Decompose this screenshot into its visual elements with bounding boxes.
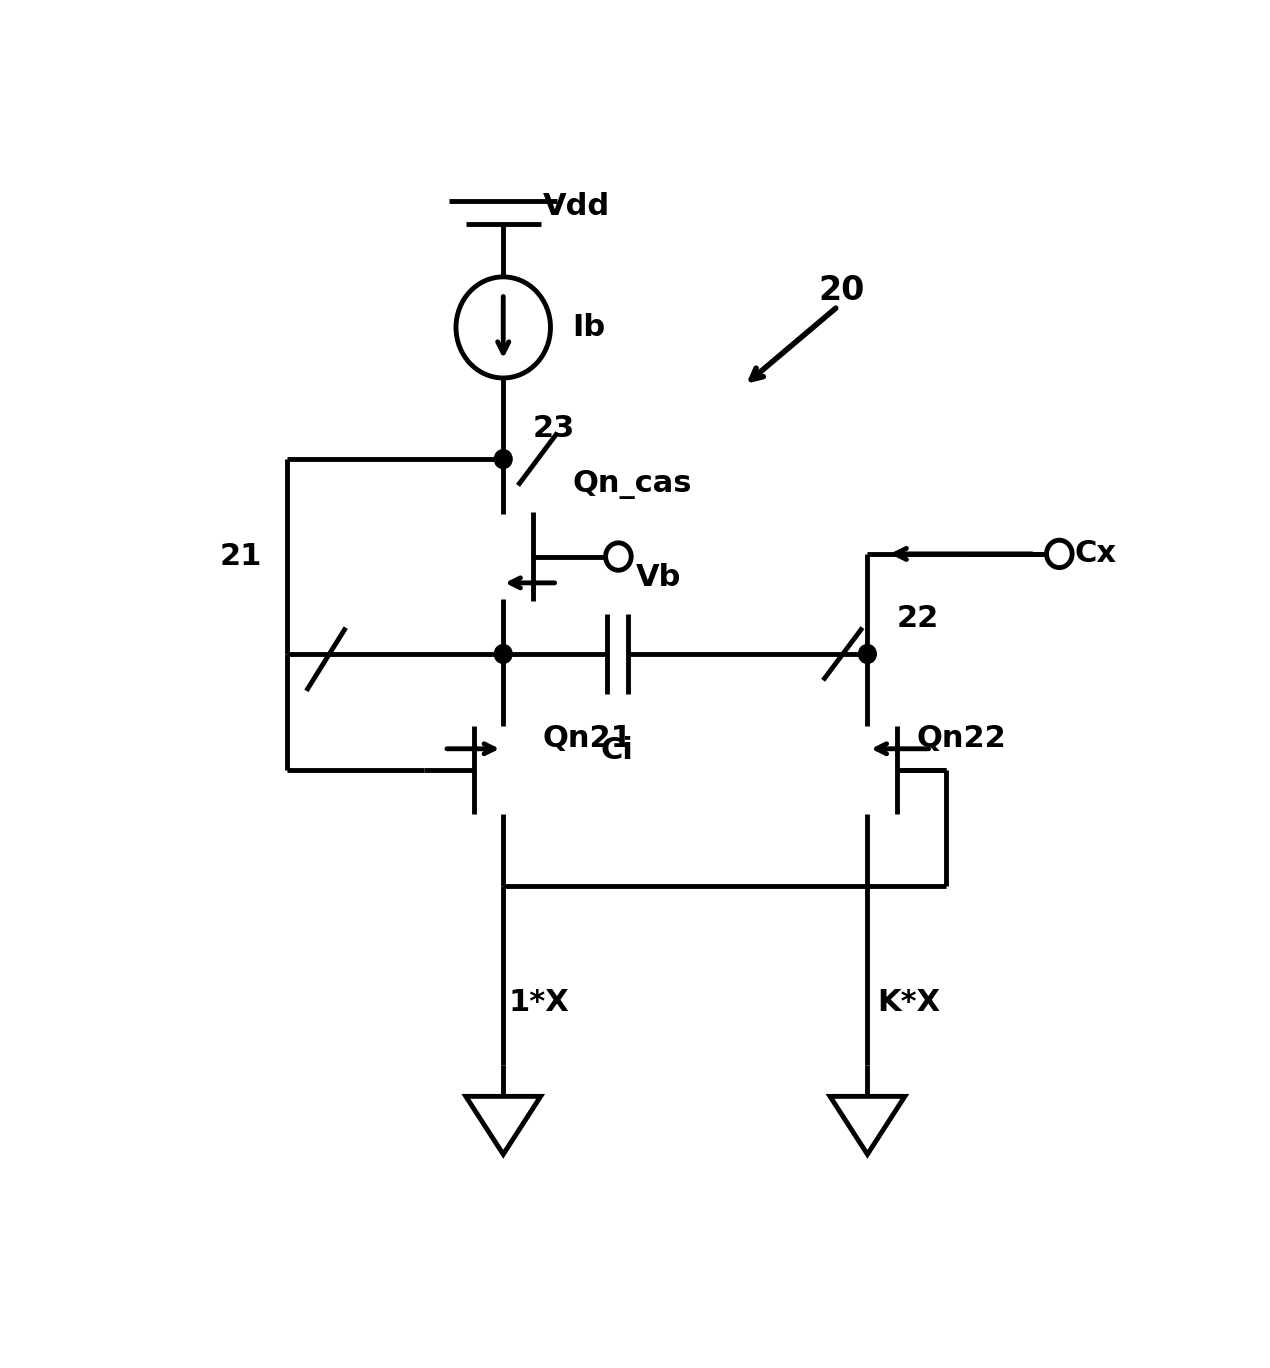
Circle shape <box>859 644 876 663</box>
Text: Vb: Vb <box>636 564 682 592</box>
Circle shape <box>494 450 512 469</box>
Circle shape <box>1046 540 1072 568</box>
Text: Vdd: Vdd <box>542 192 610 220</box>
Text: 21: 21 <box>220 542 262 570</box>
Circle shape <box>494 644 512 663</box>
Text: Qn22: Qn22 <box>917 724 1006 752</box>
Text: Qn21: Qn21 <box>542 724 632 752</box>
Text: 1*X: 1*X <box>508 989 569 1018</box>
Circle shape <box>606 543 631 570</box>
Text: 20: 20 <box>818 274 865 306</box>
Text: Ci: Ci <box>601 736 634 765</box>
Text: K*X: K*X <box>878 989 940 1018</box>
Text: 23: 23 <box>533 415 575 443</box>
Text: Ib: Ib <box>572 313 606 342</box>
Text: 22: 22 <box>897 603 940 633</box>
Text: Cx: Cx <box>1074 539 1116 568</box>
Text: Qn_cas: Qn_cas <box>572 469 692 498</box>
